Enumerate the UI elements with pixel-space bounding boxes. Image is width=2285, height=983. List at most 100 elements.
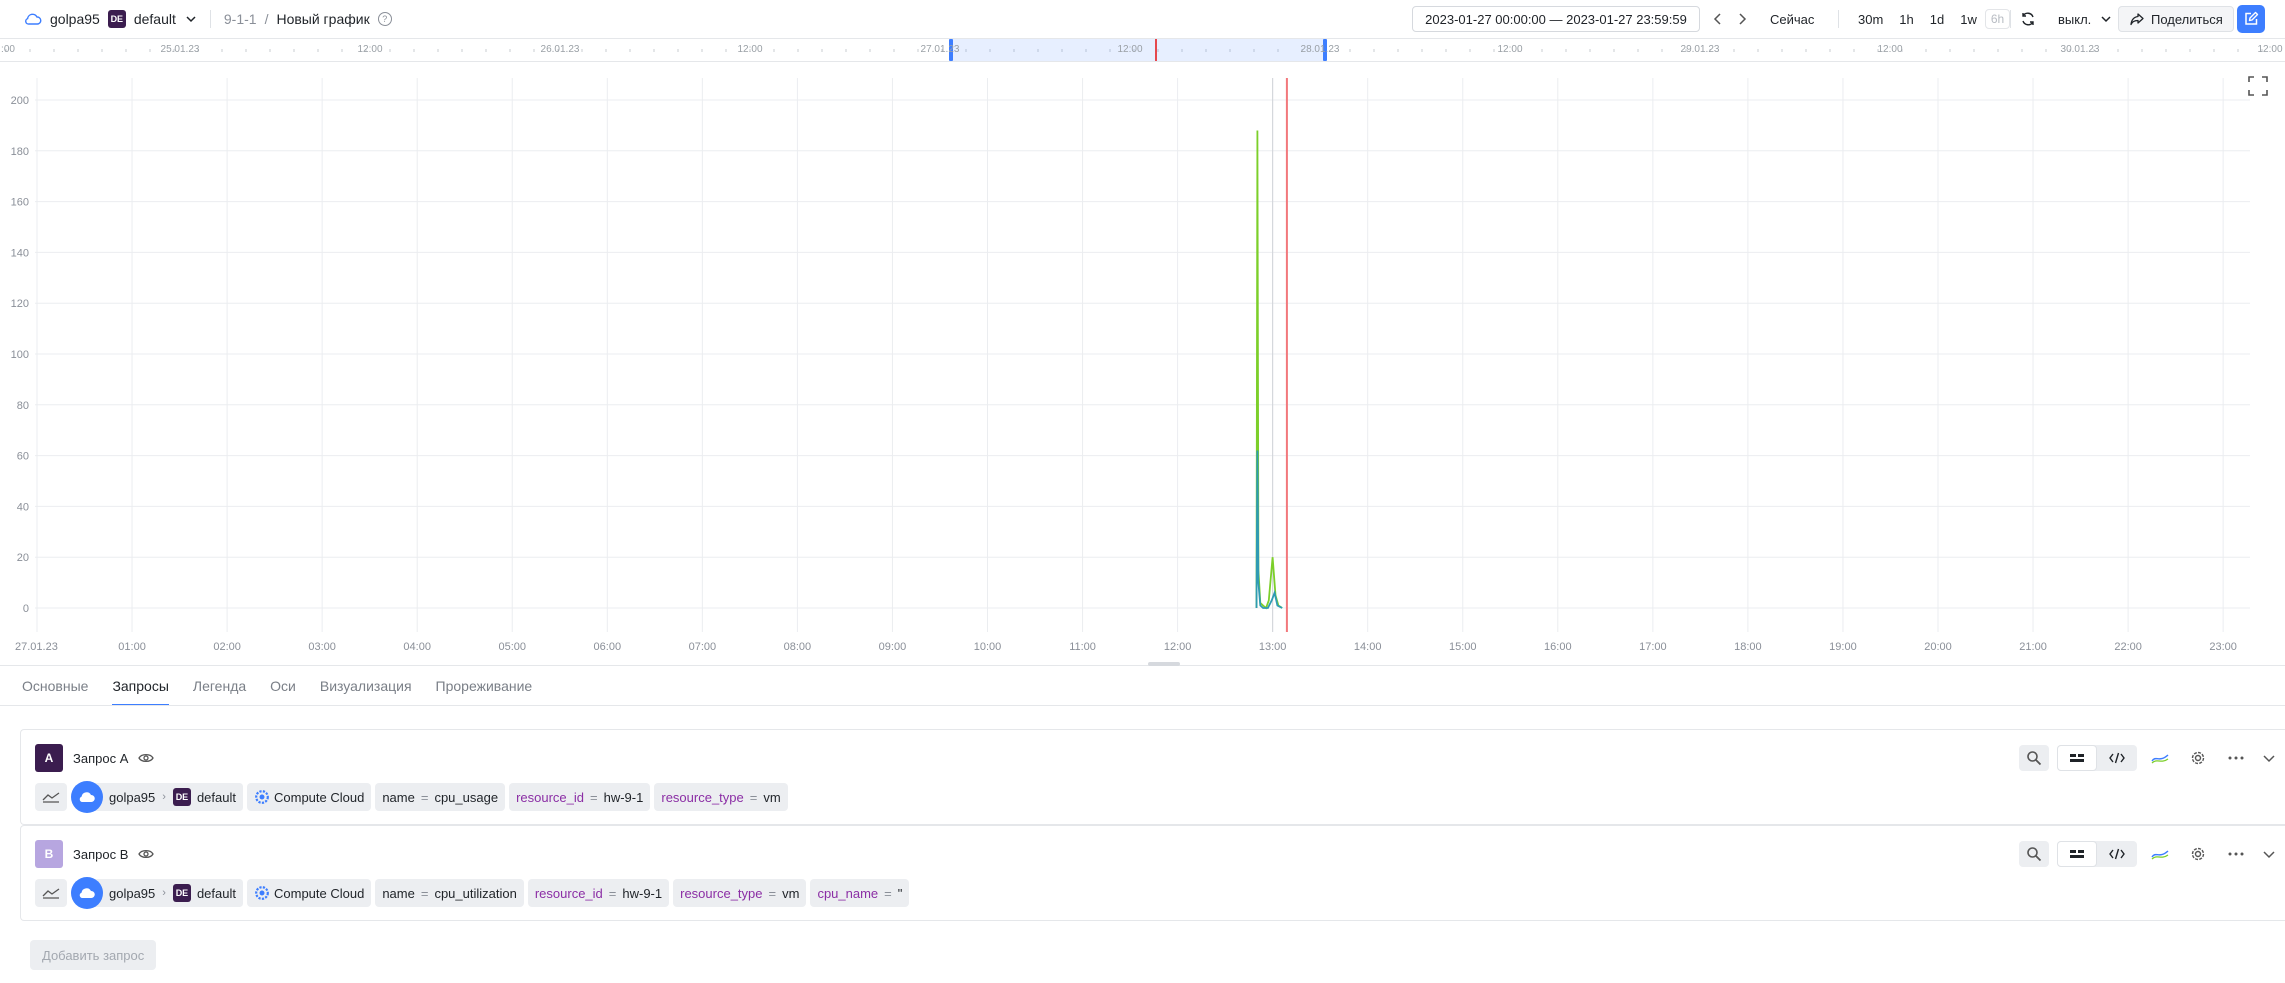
tab-visualization[interactable]: Визуализация — [319, 678, 412, 694]
navigator-handle-right[interactable] — [1323, 39, 1327, 61]
query-more-button[interactable] — [2221, 841, 2251, 867]
query-type-button[interactable] — [35, 783, 67, 811]
eye-icon[interactable] — [138, 752, 155, 764]
query-settings-button[interactable] — [2183, 841, 2213, 867]
gear-icon — [2191, 847, 2205, 861]
label-key: resource_type — [680, 885, 763, 901]
label-chip[interactable]: resource_type = vm — [673, 879, 807, 907]
chart-area[interactable]: 0 20 40 60 80 100 120 140 160 180 200 27.01.23 01:00… — [0, 62, 2285, 662]
x-tick-label: 15:00 — [1449, 641, 1477, 653]
label-chip[interactable]: name = cpu_utilization — [375, 879, 524, 907]
y-tick-label: 60 — [17, 451, 29, 463]
query-settings-button[interactable] — [2183, 745, 2213, 771]
cloud-icon — [79, 792, 95, 803]
project-selector[interactable]: golpa95 › DE default — [71, 877, 243, 909]
range-6h[interactable]: 6h — [1984, 9, 2011, 29]
builder-mode-button[interactable] — [2057, 841, 2097, 867]
navigator-label: 12:00 — [357, 44, 383, 55]
query-panel-b: B Запрос B golpa95 › DE default Compute … — [20, 825, 2285, 921]
chevron-down-icon — [2263, 755, 2275, 763]
query-color-button[interactable] — [2145, 841, 2175, 867]
query-type-button[interactable] — [35, 879, 67, 907]
label-value: vm — [763, 789, 781, 805]
share-button[interactable]: Поделиться — [2118, 6, 2234, 32]
label-chip[interactable]: name = cpu_usage — [375, 783, 506, 811]
tab-downsampling[interactable]: Прореживание — [435, 678, 533, 694]
code-icon — [2109, 752, 2125, 764]
code-mode-button[interactable] — [2097, 745, 2137, 771]
fullscreen-icon[interactable] — [2246, 74, 2270, 98]
navigator-handle-left[interactable] — [949, 39, 953, 61]
tab-basic[interactable]: Основные — [22, 678, 89, 694]
service-selector[interactable]: Compute Cloud — [247, 783, 372, 811]
label-chip[interactable]: resource_type = vm — [654, 783, 788, 811]
y-tick-label: 40 — [17, 501, 29, 513]
label-chip[interactable]: resource_id = hw-9-1 — [509, 783, 651, 811]
label-key: name — [382, 789, 415, 805]
chevron-down-icon[interactable] — [184, 12, 198, 26]
help-icon[interactable]: ? — [377, 12, 392, 26]
range-1h[interactable]: 1h — [1899, 11, 1914, 27]
query-selectors: golpa95 › DE default Compute Cloud name =… — [35, 877, 910, 909]
query-search-button[interactable] — [2019, 841, 2049, 867]
refresh-label: выкл. — [2058, 11, 2092, 27]
divider — [2010, 10, 2011, 28]
time-range-value: 2023-01-27 00:00:00 — 2023-01-27 23:59:5… — [1425, 11, 1687, 27]
range-1w[interactable]: 1w — [1960, 11, 1977, 27]
navigator-ticks — [5, 49, 2263, 52]
query-more-button[interactable] — [2221, 745, 2251, 771]
query-name[interactable]: Запрос A — [73, 750, 129, 766]
equals-sign: = — [608, 885, 617, 901]
label-value: hw-9-1 — [622, 885, 663, 901]
now-button[interactable]: Сейчас — [1770, 0, 1814, 38]
query-folder-name: default — [196, 885, 236, 901]
chevron-left-icon[interactable] — [1713, 12, 1723, 26]
eye-icon[interactable] — [138, 848, 155, 860]
navigator-selection[interactable] — [950, 39, 1326, 61]
builder-mode-button[interactable] — [2057, 745, 2097, 771]
range-1d[interactable]: 1d — [1929, 11, 1945, 27]
gear-icon — [2191, 751, 2205, 765]
timeline-navigator[interactable]: :00 25.01.23 12:00 26.01.23 12:00 27.01.23 12:… — [0, 38, 2285, 62]
cloud-name[interactable]: golpa95 — [50, 11, 100, 27]
query-search-button[interactable] — [2019, 745, 2049, 771]
label-chip[interactable]: cpu_name = " — [810, 879, 910, 907]
query-name[interactable]: Запрос B — [73, 846, 129, 862]
query-toolbar — [2019, 744, 2279, 772]
query-color-button[interactable] — [2145, 745, 2175, 771]
y-tick-label: 20 — [17, 552, 29, 564]
query-collapse-button[interactable] — [2259, 745, 2279, 771]
line-chart[interactable]: 0 20 40 60 80 100 120 140 160 180 200 27.01.23 01:00… — [0, 62, 2285, 662]
chevron-right-icon[interactable] — [1737, 12, 1747, 26]
query-panel-a: A Запрос A golpa95 › DE default Compute … — [20, 729, 2285, 825]
graph-path[interactable]: 9-1-1 — [223, 11, 257, 27]
series-line-0[interactable] — [1255, 130, 1283, 610]
path-separator-icon: › — [162, 791, 166, 803]
project-selector[interactable]: golpa95 › DE default — [71, 781, 243, 813]
range-30m[interactable]: 30m — [1858, 11, 1884, 27]
tab-legend[interactable]: Легенда — [192, 678, 247, 694]
time-range-picker[interactable]: 2023-01-27 00:00:00 — 2023-01-27 23:59:5… — [1412, 6, 1700, 32]
tab-queries[interactable]: Запросы — [112, 666, 180, 706]
edit-button[interactable] — [2237, 5, 2265, 33]
x-tick-label: 21:00 — [2019, 641, 2047, 653]
add-query-button[interactable]: Добавить запрос — [30, 940, 157, 970]
x-tick-label: 12:00 — [1164, 641, 1192, 653]
folder-name[interactable]: default — [133, 11, 176, 27]
line-chart-icon — [42, 888, 60, 899]
navigator-label: 27.01.23 — [920, 44, 960, 55]
graph-title[interactable]: Новый график — [276, 11, 370, 27]
series-line-1[interactable] — [1255, 450, 1283, 609]
query-selectors: golpa95 › DE default Compute Cloud name =… — [35, 781, 788, 813]
query-collapse-button[interactable] — [2259, 841, 2279, 867]
label-chip[interactable]: resource_id = hw-9-1 — [527, 879, 670, 907]
compute-cloud-icon — [255, 790, 269, 804]
service-selector[interactable]: Compute Cloud — [247, 879, 372, 907]
auto-refresh[interactable]: выкл. — [2020, 0, 2113, 38]
code-mode-button[interactable] — [2097, 841, 2137, 867]
x-tick-label: 03:00 — [308, 641, 336, 653]
resize-handle[interactable] — [1148, 662, 1180, 666]
x-tick-label: 17:00 — [1639, 641, 1667, 653]
tab-axes[interactable]: Оси — [270, 678, 296, 694]
service-name: Compute Cloud — [274, 885, 365, 901]
